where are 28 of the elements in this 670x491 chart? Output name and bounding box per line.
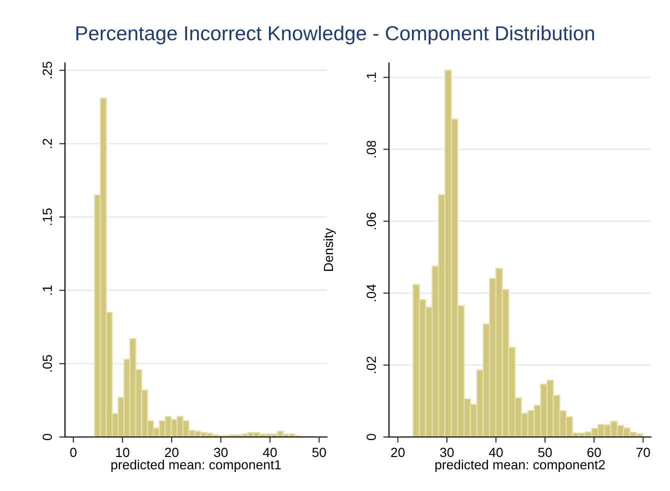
x-tick-label: 30 <box>440 448 454 458</box>
x-tick-label: 20 <box>164 448 178 458</box>
x-tick-label: 30 <box>214 448 228 458</box>
chart-title: Percentage Incorrect Knowledge - Component Distribution <box>76 26 594 44</box>
x-tick-label: 40 <box>488 448 503 458</box>
y-tick-label: .25 <box>42 62 52 78</box>
x-tick-label: 50 <box>312 448 326 458</box>
x-tick-label: 40 <box>262 448 277 458</box>
y-axis-title: Density <box>323 228 336 271</box>
y-tick-label: .08 <box>366 140 376 158</box>
y-tick-label: .05 <box>42 355 52 372</box>
x-tick-label: 20 <box>391 448 405 458</box>
x-tick-label: 0 <box>70 448 77 458</box>
x-axis-title: predicted mean: component1 <box>111 460 281 472</box>
x-tick-label: 50 <box>538 448 552 458</box>
y-tick-label: 0 <box>366 434 376 440</box>
y-tick-label: .1 <box>42 285 52 295</box>
y-tick-label: .06 <box>366 212 376 230</box>
x-tick-label: 70 <box>636 448 650 458</box>
y-tick-label: 0 <box>42 434 52 440</box>
y-tick-label: .2 <box>42 138 52 148</box>
y-tick-label: .04 <box>366 284 376 302</box>
y-tick-label: .15 <box>42 208 52 225</box>
x-axis-title: predicted mean: component2 <box>435 460 605 472</box>
y-tick-label: .1 <box>366 72 376 82</box>
x-tick-label: 10 <box>116 448 130 458</box>
x-tick-label: 60 <box>587 448 601 458</box>
y-tick-label: .02 <box>366 356 376 374</box>
